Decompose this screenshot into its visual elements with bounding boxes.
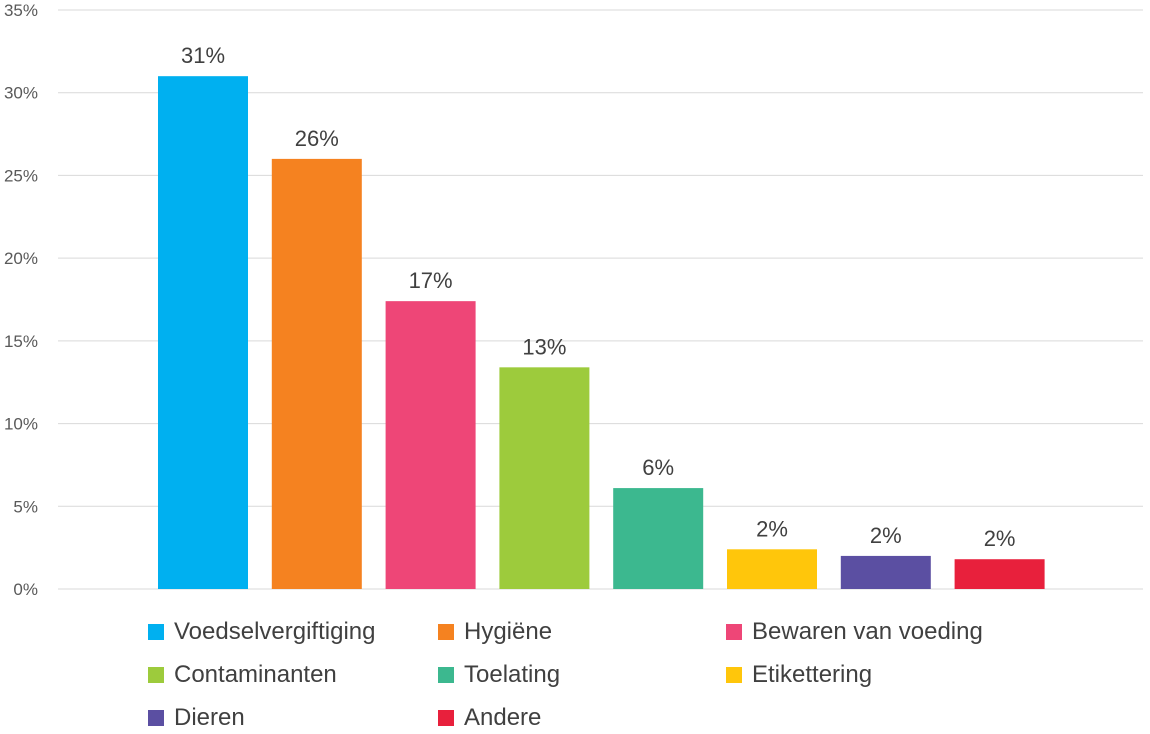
legend-item: Contaminanten <box>148 661 337 689</box>
legend-label: Etikettering <box>752 661 873 688</box>
legend-swatch <box>438 710 454 726</box>
y-tick-label: 10% <box>4 415 38 434</box>
bar-data-label: 2% <box>984 526 1016 551</box>
legend-label: Dieren <box>174 704 245 731</box>
legend-item: Voedselvergiftiging <box>148 618 375 646</box>
legend-swatch <box>438 667 454 683</box>
y-axis-tick-labels: 0% 5% 10% 15% 20% 25% 30% 35% <box>4 1 38 599</box>
legend-item: Bewaren van voeding <box>726 618 983 646</box>
bar-data-label: 13% <box>522 334 566 359</box>
legend-label: Bewaren van voeding <box>752 618 983 645</box>
legend-item: Etikettering <box>726 661 872 689</box>
bar <box>613 488 704 589</box>
y-tick-label: 5% <box>13 497 38 516</box>
bar-data-label: 17% <box>409 268 453 293</box>
legend-swatch <box>726 667 742 683</box>
legend-swatch <box>148 710 164 726</box>
legend-label: Voedselvergiftiging <box>174 618 376 645</box>
legend-item: Dieren <box>148 704 245 732</box>
bar <box>840 555 931 589</box>
legend-swatch <box>148 624 164 640</box>
legend-label: Hygiëne <box>464 618 553 645</box>
bar-data-label: 26% <box>295 126 339 151</box>
bar-data-label: 31% <box>181 43 225 68</box>
bar <box>499 367 590 589</box>
y-tick-label: 35% <box>4 1 38 20</box>
legend-item: Toelating <box>438 661 560 689</box>
y-tick-label: 20% <box>4 249 38 268</box>
y-tick-label: 30% <box>4 84 38 103</box>
legend-label: Andere <box>464 704 542 731</box>
legend-label: Toelating <box>464 661 561 688</box>
legend-item: Hygiëne <box>438 618 552 646</box>
bar-chart: 0% 5% 10% 15% 20% 25% 30% 35% 31% 26% 17% 13% 6% 2% 2… <box>4 1 1143 599</box>
bar <box>385 301 476 589</box>
bar <box>158 76 248 589</box>
y-tick-label: 0% <box>13 580 38 599</box>
legend-item: Andere <box>438 704 541 732</box>
legend-swatch <box>148 667 164 683</box>
legend-swatch <box>726 624 742 640</box>
bar-data-label: 6% <box>642 455 674 480</box>
bar <box>271 158 362 589</box>
bar-data-label: 2% <box>870 523 902 548</box>
bar-data-label: 2% <box>756 516 788 541</box>
y-tick-label: 15% <box>4 332 38 351</box>
legend-swatch <box>438 624 454 640</box>
data-labels: 31% 26% 17% 13% 6% 2% 2% 2% <box>181 43 1016 551</box>
bar <box>954 559 1045 589</box>
y-tick-label: 25% <box>4 166 38 185</box>
legend-label: Contaminanten <box>174 661 337 688</box>
bar <box>727 549 817 589</box>
bars <box>158 76 1045 589</box>
